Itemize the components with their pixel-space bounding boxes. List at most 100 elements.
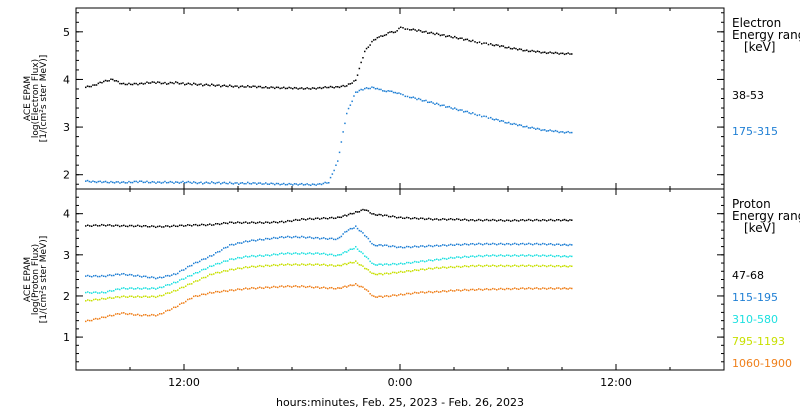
data-point xyxy=(243,221,245,224)
data-point xyxy=(207,256,209,259)
data-point xyxy=(508,121,510,124)
data-point xyxy=(421,100,424,102)
data-point xyxy=(287,219,289,222)
data-point xyxy=(321,253,323,255)
data-point xyxy=(434,33,436,36)
data-point xyxy=(461,37,463,39)
data-point xyxy=(548,265,550,267)
data-point xyxy=(386,272,388,274)
data-point xyxy=(380,88,382,91)
data-point xyxy=(173,224,175,227)
data-point xyxy=(560,244,562,247)
data-point xyxy=(442,244,444,246)
data-point xyxy=(376,273,379,276)
data-point xyxy=(448,244,450,246)
legend-entry: 115-195 xyxy=(732,291,778,304)
data-point xyxy=(229,268,231,271)
data-point xyxy=(494,254,496,257)
data-point xyxy=(486,242,488,245)
data-point xyxy=(367,87,370,90)
data-point xyxy=(261,183,263,185)
data-point xyxy=(438,259,440,261)
data-point xyxy=(333,265,335,267)
data-point xyxy=(454,290,456,292)
y-tick-label: 3 xyxy=(63,249,70,262)
data-point xyxy=(440,245,442,247)
data-point xyxy=(209,223,211,225)
data-point xyxy=(434,259,436,261)
data-point xyxy=(307,263,309,266)
data-point xyxy=(536,127,539,130)
data-point xyxy=(327,238,329,240)
data-point xyxy=(129,312,131,315)
data-point xyxy=(569,219,571,221)
data-point xyxy=(125,296,127,298)
data-point xyxy=(191,297,193,300)
data-point xyxy=(133,82,136,85)
data-point xyxy=(567,288,569,290)
data-point xyxy=(311,264,313,266)
data-point xyxy=(217,251,219,253)
data-point xyxy=(221,261,223,264)
data-point xyxy=(340,253,343,256)
data-point xyxy=(211,265,213,268)
data-point xyxy=(217,262,219,265)
data-point xyxy=(422,217,424,220)
data-point xyxy=(277,86,280,89)
data-point xyxy=(293,285,295,288)
data-point xyxy=(155,277,157,280)
data-point xyxy=(219,223,221,226)
data-point xyxy=(511,123,514,126)
data-point xyxy=(101,181,103,184)
data-point xyxy=(219,262,221,265)
data-point xyxy=(512,265,514,267)
data-point xyxy=(171,225,173,228)
data-point xyxy=(237,256,239,259)
data-point xyxy=(287,235,289,238)
data-point xyxy=(569,287,571,289)
data-point xyxy=(161,294,163,297)
data-point xyxy=(144,82,146,85)
data-point xyxy=(452,257,454,259)
data-point xyxy=(421,31,424,33)
data-point xyxy=(398,294,400,296)
data-point xyxy=(346,286,348,288)
data-point xyxy=(323,263,325,266)
data-point xyxy=(448,218,450,221)
data-point xyxy=(267,264,269,267)
data-point xyxy=(317,87,319,89)
data-point xyxy=(430,218,432,220)
data-point xyxy=(538,288,540,290)
data-point xyxy=(93,291,95,294)
data-point xyxy=(335,265,337,267)
data-point xyxy=(498,219,500,222)
data-point xyxy=(313,253,315,255)
data-point xyxy=(325,264,327,266)
data-point xyxy=(149,276,151,279)
data-point xyxy=(299,236,301,239)
data-point xyxy=(177,225,179,228)
data-point xyxy=(351,227,353,230)
data-point xyxy=(233,244,235,246)
data-point xyxy=(315,263,317,265)
data-point xyxy=(127,225,129,228)
data-point xyxy=(281,263,283,265)
data-point xyxy=(101,316,103,318)
data-point xyxy=(472,264,474,267)
data-point xyxy=(512,219,514,222)
data-point xyxy=(317,263,319,265)
data-point xyxy=(428,244,430,247)
data-point xyxy=(520,219,522,221)
data-point xyxy=(351,100,353,103)
data-point xyxy=(402,271,404,273)
data-point xyxy=(243,182,245,185)
data-point xyxy=(147,288,149,290)
data-point xyxy=(317,236,319,239)
data-point xyxy=(311,252,313,255)
data-point xyxy=(349,248,352,250)
data-point xyxy=(394,91,397,94)
data-point xyxy=(193,272,195,275)
data-point xyxy=(89,299,91,302)
data-point xyxy=(495,118,497,120)
